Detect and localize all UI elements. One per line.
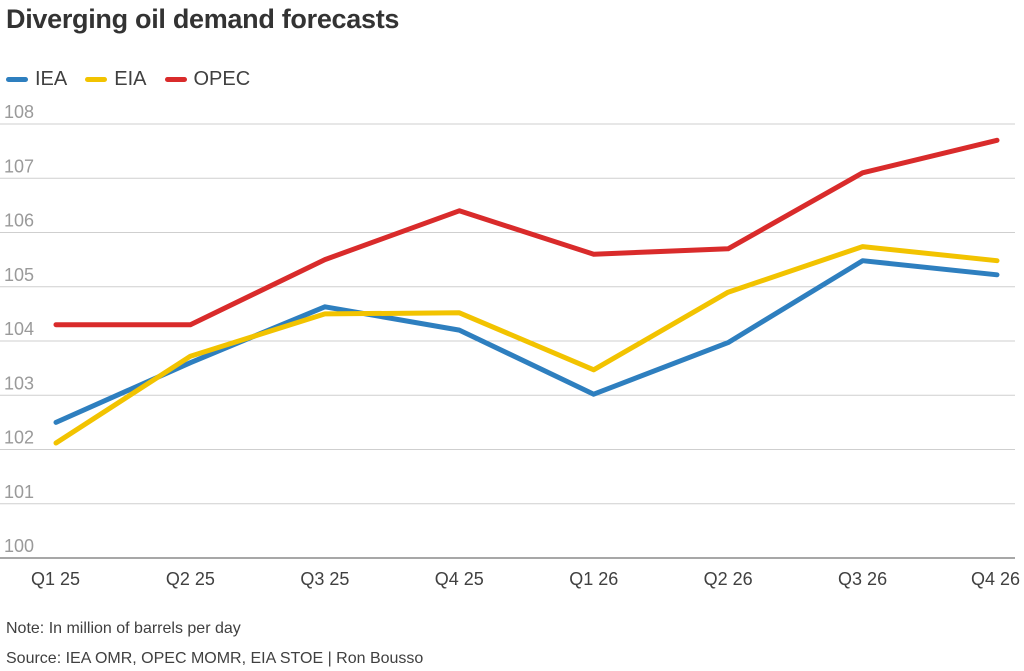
y-tick-label: 103 <box>4 373 34 393</box>
x-tick-label: Q4 26 <box>971 569 1020 589</box>
line-chart: 100 101 102 103 104 105 106 107 108 Q1 25 Q2 25 Q3 … <box>0 102 1020 589</box>
legend-swatch-iea <box>6 77 28 82</box>
series-line-opec <box>53 137 1000 328</box>
legend-label-eia: EIA <box>114 68 147 90</box>
chart-source: Source: IEA OMR, OPEC MOMR, EIA STOE | R… <box>6 650 424 667</box>
x-tick-label: Q3 25 <box>300 569 349 589</box>
x-tick-label: Q1 26 <box>569 569 618 589</box>
y-tick-label: 107 <box>4 156 34 176</box>
x-tick-label: Q2 25 <box>166 569 215 589</box>
y-tick-label: 108 <box>4 102 34 122</box>
series-lines <box>53 137 1000 446</box>
x-tick-label: Q2 26 <box>704 569 753 589</box>
x-tick-label: Q3 26 <box>838 569 887 589</box>
series-line-eia <box>53 244 1000 446</box>
y-tick-label: 101 <box>4 482 34 502</box>
chart-title: Diverging oil demand forecasts <box>6 4 400 34</box>
gridlines <box>0 123 1015 559</box>
series-line-iea <box>53 258 1000 425</box>
axes: 100 101 102 103 104 105 106 107 108 Q1 25 Q2 25 Q3 … <box>4 102 1020 589</box>
legend-label-opec: OPEC <box>193 68 251 90</box>
legend-label-iea: IEA <box>35 68 68 90</box>
legend: IEA EIA OPEC <box>6 68 250 91</box>
legend-swatch-opec <box>164 77 187 82</box>
y-tick-label: 104 <box>4 319 34 339</box>
y-tick-label: 106 <box>4 211 34 231</box>
chart-note: Note: In million of barrels per day <box>6 620 241 637</box>
legend-item-opec: OPEC <box>164 68 251 91</box>
y-tick-label: 102 <box>4 428 34 448</box>
x-tick-label: Q1 25 <box>31 569 80 589</box>
y-tick-label: 100 <box>4 536 34 556</box>
legend-item-eia: EIA <box>85 68 147 91</box>
legend-swatch-eia <box>85 77 108 82</box>
y-tick-label: 105 <box>4 265 34 285</box>
x-tick-label: Q4 25 <box>435 569 484 589</box>
legend-item-iea: IEA <box>6 68 67 91</box>
